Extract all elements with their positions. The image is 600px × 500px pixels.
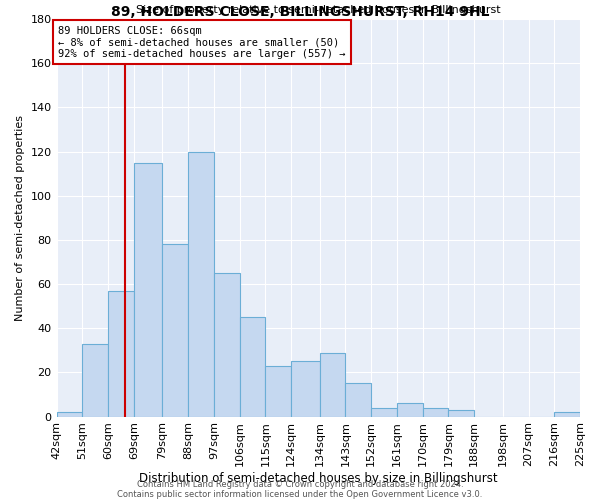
Bar — [422, 408, 448, 416]
Bar — [320, 352, 346, 416]
X-axis label: Distribution of semi-detached houses by size in Billingshurst: Distribution of semi-detached houses by … — [139, 472, 497, 485]
Bar — [291, 362, 320, 416]
Text: 89, HOLDERS CLOSE, BILLINGSHURST, RH14 9HL: 89, HOLDERS CLOSE, BILLINGSHURST, RH14 9… — [111, 5, 489, 19]
Bar — [397, 404, 422, 416]
Bar — [163, 244, 188, 416]
Bar — [82, 344, 108, 416]
Bar — [188, 152, 214, 416]
Bar — [214, 273, 239, 416]
Text: 89 HOLDERS CLOSE: 66sqm
← 8% of semi-detached houses are smaller (50)
92% of sem: 89 HOLDERS CLOSE: 66sqm ← 8% of semi-det… — [58, 26, 346, 59]
Bar — [346, 384, 371, 416]
Bar — [448, 410, 474, 416]
Text: Contains HM Land Registry data © Crown copyright and database right 2024.: Contains HM Land Registry data © Crown c… — [137, 480, 463, 489]
Y-axis label: Number of semi-detached properties: Number of semi-detached properties — [15, 115, 25, 321]
Title: Size of property relative to semi-detached houses in Billingshurst: Size of property relative to semi-detach… — [136, 6, 500, 16]
Bar — [265, 366, 291, 416]
Bar — [371, 408, 397, 416]
Bar — [239, 317, 265, 416]
Bar — [108, 290, 134, 416]
Bar — [554, 412, 580, 416]
Bar — [134, 162, 163, 416]
Bar — [56, 412, 82, 416]
Text: Contains public sector information licensed under the Open Government Licence v3: Contains public sector information licen… — [118, 490, 482, 499]
